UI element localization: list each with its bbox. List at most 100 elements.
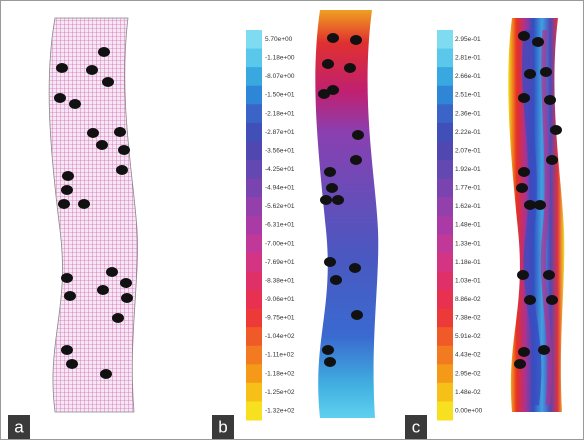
- blood-cell: [518, 93, 530, 103]
- colorbar-swatch: [246, 197, 262, 216]
- colorbar-swatch: [437, 67, 453, 86]
- figure: 5.70e+00-1.18e+00-8.07e+00-1.50e+01-2.18…: [0, 0, 584, 440]
- colorbar-label: 7.38e-02: [455, 315, 481, 322]
- colorbar-swatch: [437, 104, 453, 123]
- colorbar-label: -2.87e+01: [265, 129, 295, 136]
- blood-cell: [64, 291, 76, 301]
- colorbar-label: 2.66e-01: [455, 73, 481, 80]
- blood-cell: [324, 167, 336, 177]
- blood-cell: [61, 185, 73, 195]
- colorbar-label: 2.95e-01: [455, 36, 481, 43]
- colorbar-label: 2.95e-02: [455, 370, 481, 377]
- blood-cell: [327, 33, 339, 43]
- blood-cell: [61, 273, 73, 283]
- blood-cell: [518, 167, 530, 177]
- colorbar-label: 1.18e-01: [455, 259, 481, 266]
- blood-cell: [524, 69, 536, 79]
- colorbar-label: -2.18e+01: [265, 110, 295, 117]
- colorbar-swatch: [246, 383, 262, 402]
- blood-cell: [56, 63, 68, 73]
- colorbar-label: -1.18e+02: [265, 370, 295, 377]
- colorbar-label: 1.77e-01: [455, 185, 481, 192]
- blood-cell: [540, 67, 552, 77]
- blood-cell: [69, 99, 81, 109]
- colorbar-label: 4.43e-02: [455, 352, 481, 359]
- colorbar-swatch: [246, 67, 262, 86]
- blood-cell: [58, 199, 70, 209]
- blood-cell: [116, 165, 128, 175]
- blood-cell: [538, 345, 550, 355]
- colorbar-swatch: [437, 327, 453, 346]
- colorbar-swatch: [246, 364, 262, 383]
- colorbar-label: -4.94e+01: [265, 185, 295, 192]
- colorbar-swatch: [246, 253, 262, 272]
- blood-cell: [518, 31, 530, 41]
- colorbar-label: -1.18e+00: [265, 55, 295, 62]
- blood-cell: [352, 130, 364, 140]
- blood-cell: [100, 369, 112, 379]
- colorbar-label: 2.07e-01: [455, 147, 481, 154]
- blood-cell: [330, 275, 342, 285]
- blood-cell: [62, 171, 74, 181]
- colorbar-swatch: [246, 141, 262, 160]
- blood-cell: [320, 195, 332, 205]
- colorbar-label: 1.62e-01: [455, 203, 481, 210]
- colorbar-swatch: [246, 234, 262, 253]
- blood-cell: [514, 359, 526, 369]
- colorbar-label: 2.22e-01: [455, 129, 481, 136]
- panel-letter: b: [218, 417, 227, 436]
- blood-cell: [61, 345, 73, 355]
- panel-letter: a: [14, 417, 24, 436]
- colorbar-label: 1.48e-02: [455, 389, 481, 396]
- colorbar-label: 5.91e-02: [455, 333, 481, 340]
- colorbar-label: -1.50e+01: [265, 92, 295, 99]
- blood-cell: [546, 155, 558, 165]
- blood-cell: [106, 267, 118, 277]
- colorbar-swatch: [246, 179, 262, 198]
- colorbar-label: -1.32e+02: [265, 407, 295, 414]
- colorbar-label: -3.56e+01: [265, 147, 295, 154]
- colorbar-label: 1.92e-01: [455, 166, 481, 173]
- blood-cell: [86, 65, 98, 75]
- colorbar-label: 5.70e+00: [265, 36, 293, 43]
- colorbar-label: -7.69e+01: [265, 259, 295, 266]
- colorbar-label: 0.00e+00: [455, 407, 483, 414]
- figure-canvas: 5.70e+00-1.18e+00-8.07e+00-1.50e+01-2.18…: [0, 0, 584, 440]
- blood-cell: [344, 63, 356, 73]
- blood-cell: [112, 313, 124, 323]
- colorbar-swatch: [246, 346, 262, 365]
- blood-cell: [516, 183, 528, 193]
- colorbar-swatch: [246, 104, 262, 123]
- panel-letter: c: [412, 417, 421, 436]
- blood-cell: [350, 155, 362, 165]
- colorbar-swatch: [246, 327, 262, 346]
- colorbar-swatch: [246, 290, 262, 309]
- colorbar-swatch: [437, 401, 453, 420]
- colorbar-swatch: [437, 216, 453, 235]
- colorbar-swatch: [246, 216, 262, 235]
- colorbar-swatch: [437, 364, 453, 383]
- blood-cell: [524, 295, 536, 305]
- colorbar-swatch: [437, 123, 453, 142]
- blood-cell: [121, 293, 133, 303]
- colorbar-swatch: [246, 401, 262, 420]
- colorbar-label: -1.25e+02: [265, 389, 295, 396]
- colorbar-swatch: [437, 271, 453, 290]
- colorbar-label: 8.86e-02: [455, 296, 481, 303]
- blood-cell: [324, 257, 336, 267]
- colorbar-label: 1.48e-01: [455, 222, 481, 229]
- colorbar-swatch: [246, 309, 262, 328]
- blood-cell: [96, 140, 108, 150]
- blood-cell: [97, 285, 109, 295]
- colorbar-swatch: [437, 253, 453, 272]
- colorbar-label: -6.31e+01: [265, 222, 295, 229]
- colorbar-label: -7.00e+01: [265, 240, 295, 247]
- blood-cell: [66, 359, 78, 369]
- blood-cell: [518, 347, 530, 357]
- blood-cell: [517, 270, 529, 280]
- blood-cell: [349, 263, 361, 273]
- blood-cell: [326, 183, 338, 193]
- colorbar-swatch: [437, 49, 453, 68]
- blood-cell: [332, 195, 344, 205]
- blood-cell: [322, 345, 334, 355]
